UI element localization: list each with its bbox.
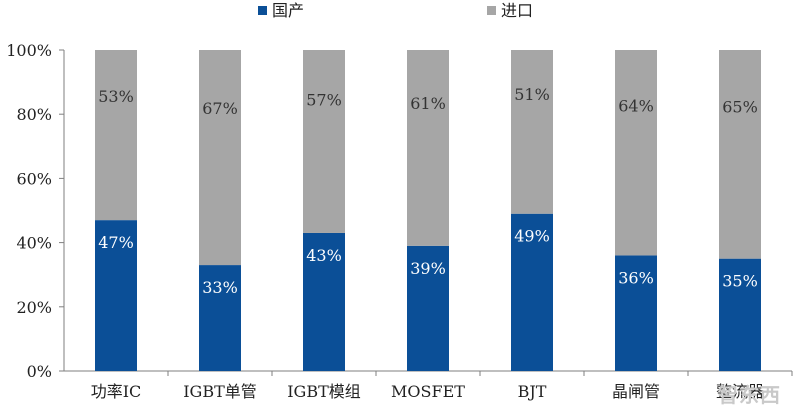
data-label-domestic: 47% (98, 233, 134, 252)
data-label-import: 51% (514, 85, 550, 104)
x-axis-ticks (167, 371, 793, 376)
bar-segment-import (303, 50, 345, 233)
legend-swatch-domestic (258, 6, 267, 15)
legend-label-domestic: 国产 (272, 1, 304, 20)
data-label-domestic: 33% (202, 278, 238, 297)
y-tick-label: 40% (16, 234, 52, 253)
data-label-import: 65% (722, 97, 758, 116)
category-label: 功率IC (91, 382, 142, 401)
y-tick-label: 60% (16, 169, 52, 188)
bar-segment-domestic (199, 265, 241, 371)
legend-label-import: 进口 (501, 1, 533, 20)
data-label-domestic: 35% (722, 272, 758, 291)
bar-segment-domestic (407, 245, 449, 371)
data-label-import: 67% (202, 99, 238, 118)
category-labels: 功率IC IGBT单管 IGBT模组 MOSFET BJT 晶闸管 整流器 (91, 382, 764, 401)
data-labels: 47% 53% 33% 67% 43% 57% 39% 61% 49% 51% 36% 64% 35% 6… (98, 85, 758, 297)
y-tick-label: 0% (27, 362, 52, 381)
y-tick-label: 100% (6, 41, 52, 60)
y-tick-label: 20% (16, 298, 52, 317)
bar-segment-import (199, 50, 241, 266)
bar-segment-import (719, 50, 761, 259)
bars (95, 50, 761, 371)
category-label: IGBT单管 (183, 382, 257, 401)
data-label-import: 61% (410, 94, 446, 113)
bar-segment-domestic (511, 213, 553, 371)
category-label: IGBT模组 (287, 382, 361, 401)
legend: 国产 进口 (258, 1, 533, 20)
data-label-domestic: 43% (306, 246, 342, 265)
bar-segment-domestic (303, 232, 345, 371)
category-label: 晶闸管 (612, 382, 660, 401)
data-label-domestic: 49% (514, 227, 550, 246)
data-label-import: 64% (618, 96, 654, 115)
watermark: 智东西 (718, 383, 781, 407)
y-tick-label: 80% (16, 105, 52, 124)
bar-segment-import (511, 50, 553, 214)
data-label-import: 53% (98, 87, 134, 106)
category-label: 整流器 (716, 382, 764, 401)
bar-segment-import (95, 50, 137, 221)
category-label: MOSFET (391, 382, 465, 401)
bar-segment-domestic (719, 258, 761, 371)
legend-swatch-import (487, 6, 496, 15)
y-axis-ticks: 0% 20% 40% 60% 80% 100% (6, 41, 64, 381)
bar-segment-domestic (95, 220, 137, 371)
data-label-domestic: 36% (618, 268, 654, 287)
bar-segment-import (615, 50, 657, 256)
category-label: BJT (518, 382, 547, 401)
data-label-domestic: 39% (410, 259, 446, 278)
data-label-import: 57% (306, 90, 342, 109)
bar-segment-import (407, 50, 449, 246)
bar-segment-domestic (615, 255, 657, 371)
